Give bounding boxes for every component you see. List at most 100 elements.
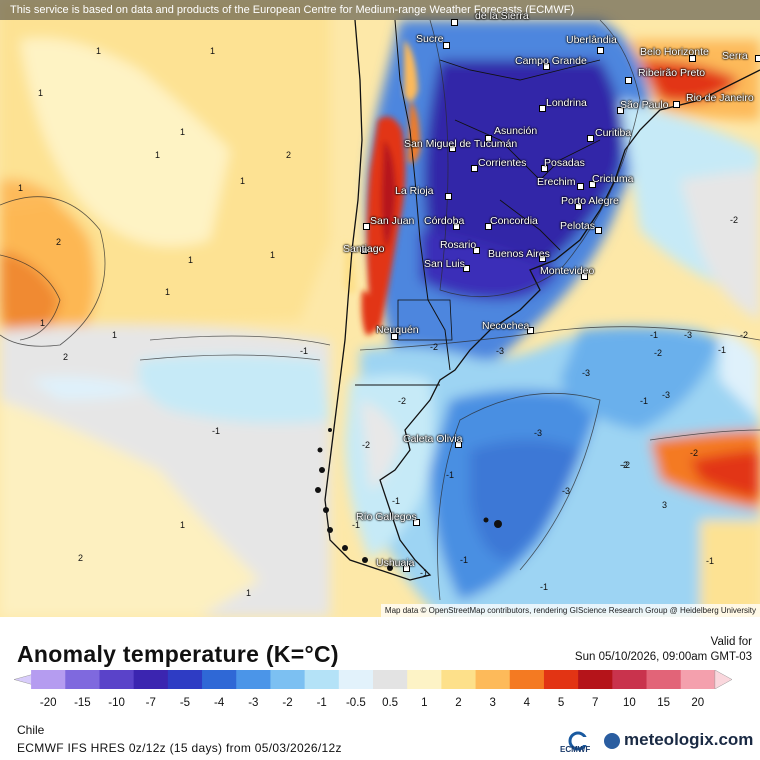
scale-tick-label: -0.5 — [345, 697, 366, 709]
city-label: San Miguel de Tucumán — [404, 138, 518, 150]
scale-swatch — [509, 670, 545, 689]
city-label: Erechim — [537, 176, 576, 188]
contour-label: 2 — [63, 352, 69, 362]
contour-label: 1 — [246, 588, 252, 598]
city-marker — [463, 265, 470, 272]
contour-label: -2 — [398, 396, 407, 406]
contour-label: 1 — [180, 127, 186, 137]
contour-label: 1 — [38, 88, 44, 98]
city-label: Neuquén — [376, 324, 419, 336]
contour-label: 1 — [270, 250, 276, 260]
city-label: Curitiba — [595, 127, 632, 139]
contour-label: 2 — [78, 553, 84, 563]
city-marker — [597, 47, 604, 54]
city-label: Serra — [722, 50, 748, 62]
city-label: Caleta Olivia — [403, 433, 463, 445]
scale-swatch — [407, 670, 442, 689]
contour-label: 1 — [210, 46, 216, 56]
scale-tick-label: 20 — [691, 697, 705, 709]
city-label: Ribeirão Preto — [638, 67, 706, 79]
scale-tick-label: 2 — [455, 697, 462, 709]
city-marker — [443, 42, 450, 49]
city-label: Córdoba — [424, 215, 465, 227]
city-label: Rio de Janeiro — [686, 92, 754, 104]
city-label: São Paulo — [620, 99, 669, 111]
contour-label: -2 — [362, 440, 371, 450]
contour-label: 1 — [18, 183, 24, 193]
scale-swatch — [475, 670, 511, 689]
scale-tick-label: -5 — [179, 697, 191, 709]
map-title: Anomaly temperature (K=°C) — [17, 641, 339, 667]
city-label: San Juan — [370, 215, 415, 227]
contour-label: 3 — [662, 500, 668, 510]
scale-tick-label: -1 — [316, 697, 327, 709]
ecmwf-logo-icon — [568, 731, 588, 751]
city-label: Corrientes — [478, 157, 527, 169]
city-label: Campo Grande — [515, 55, 587, 67]
city-marker — [673, 101, 680, 108]
map-data-attribution[interactable]: Map data © OpenStreetMap contributors, r… — [380, 604, 760, 617]
city-marker — [449, 145, 456, 152]
city-label: Asunción — [494, 125, 538, 137]
scale-swatch — [612, 670, 648, 689]
contour-label: -1 — [706, 556, 715, 566]
city-marker — [539, 255, 546, 262]
meteologix-logo[interactable]: meteologix.com — [624, 730, 754, 749]
contour-label: 2 — [56, 237, 62, 247]
contour-label: -3 — [496, 346, 505, 356]
scale-tick-label: -2 — [282, 697, 293, 709]
city-marker — [527, 327, 534, 334]
contour-label: -2 — [690, 448, 699, 458]
contour-label: -1 — [460, 555, 469, 565]
contour-label: -2 — [730, 215, 739, 225]
city-label: de la Sierra — [475, 10, 529, 22]
scale-tick-label: -4 — [214, 697, 225, 709]
ecmwf-attribution-banner: This service is based on data and produc… — [0, 0, 760, 20]
contour-label: 1 — [188, 255, 194, 265]
scale-swatch — [543, 670, 579, 689]
contour-label: -1 — [212, 426, 221, 436]
city-marker — [403, 565, 410, 572]
contour-label: -1 — [540, 582, 549, 592]
contour-label: -1 — [718, 345, 727, 355]
contour-label: 2 — [286, 150, 292, 160]
city-label: Montevideo — [540, 265, 595, 277]
contour-label: -1 — [352, 520, 361, 530]
scale-tick-label: 0.5 — [382, 697, 399, 709]
scale-tick-label: 7 — [592, 697, 599, 709]
contour-label: -1 — [640, 396, 649, 406]
city-marker — [581, 273, 588, 280]
city-label: Criciuma — [592, 173, 634, 185]
city-label: San Luis — [424, 258, 465, 270]
scale-swatch — [680, 670, 716, 689]
contour-label: -1 — [446, 470, 455, 480]
contour-label: 1 — [112, 330, 118, 340]
scale-tick-label: -15 — [74, 697, 91, 709]
city-label: Uberlândia — [566, 34, 617, 46]
scale-arrow-high — [714, 670, 732, 689]
legend-panel: Anomaly temperature (K=°C) Valid for Sun… — [0, 617, 760, 760]
contour-label: -2 — [622, 460, 631, 470]
city-label: Porto Alegre — [561, 195, 619, 207]
city-label: Necochea — [482, 320, 530, 332]
contour-label: -3 — [534, 428, 543, 438]
city-marker — [589, 181, 596, 188]
region-label: Chile — [17, 723, 45, 737]
city-marker — [361, 247, 368, 254]
city-marker — [617, 107, 624, 114]
map-panel[interactable]: This service is based on data and produc… — [0, 0, 760, 617]
contour-label: -2 — [740, 330, 749, 340]
scale-tick-label: -20 — [39, 697, 57, 709]
city-label: Belo Horizonte — [640, 46, 709, 58]
scale-swatch — [99, 670, 135, 689]
city-marker — [363, 223, 370, 230]
city-marker — [689, 55, 696, 62]
city-marker — [391, 333, 398, 340]
contour-label: 1 — [155, 150, 161, 160]
city-marker — [541, 165, 548, 172]
city-marker — [755, 55, 760, 62]
city-label: La Rioja — [395, 185, 434, 197]
scale-swatch — [373, 670, 408, 689]
scale-tick-label: 5 — [557, 697, 565, 709]
scale-tick-label: -7 — [145, 697, 156, 709]
